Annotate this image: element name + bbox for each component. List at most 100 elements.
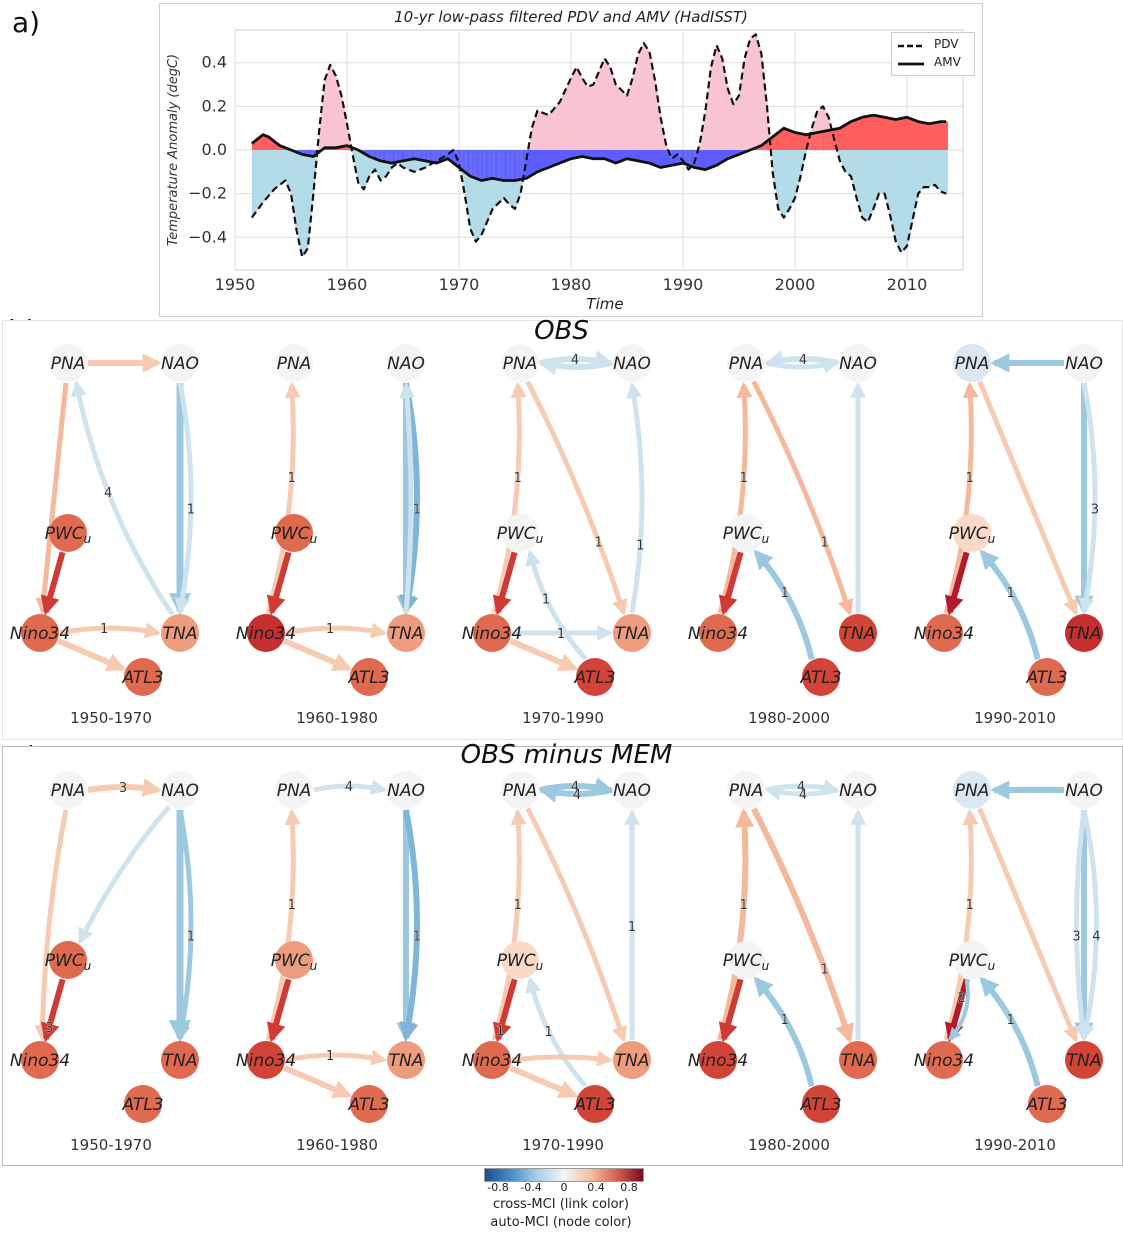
causal-link	[538, 357, 613, 376]
amv-fill-strip	[828, 130, 831, 150]
amv-fill-strip	[875, 115, 878, 150]
pdv-fill-strip	[856, 150, 859, 200]
amv-fill-strip	[756, 147, 759, 150]
pdv-fill-strip	[733, 103, 736, 150]
node-label-pna: PNA	[503, 781, 538, 801]
amv-fill-strip	[911, 119, 914, 150]
pdv-fill-strip	[465, 150, 468, 205]
pdv-fill-strip	[553, 109, 555, 150]
causal-link	[509, 638, 579, 672]
pdv-fill-strip	[373, 150, 376, 171]
pdv-fill-strip	[901, 150, 904, 252]
amv-fill-strip	[537, 150, 540, 172]
pdv-fill-strip	[653, 77, 656, 150]
amv-fill-strip	[771, 137, 774, 150]
node-atl	[1028, 1085, 1066, 1123]
pdv-fill-strip	[852, 150, 854, 183]
node-label-sub: u	[988, 959, 996, 973]
node-label-tna: TNA	[841, 1051, 876, 1071]
causal-link	[34, 809, 69, 1042]
pdv-fill-strip	[884, 150, 887, 196]
amv-fill-strip	[669, 150, 672, 166]
pdv-fill-strip	[711, 64, 713, 150]
amv-fill-strip	[382, 150, 385, 162]
pdv-fill-strip	[706, 97, 709, 150]
amv-fill-strip	[920, 122, 923, 150]
causal-link	[40, 978, 66, 1043]
amv-fill-strip	[464, 150, 467, 173]
link-lag-label: 4	[571, 780, 579, 795]
node-nino	[925, 1041, 963, 1079]
pdv-fill-strip	[730, 96, 732, 150]
pdv-fill-strip	[332, 70, 335, 150]
amv-fill-strip	[642, 150, 645, 162]
pdv-fill-strip	[647, 49, 649, 151]
pdv-fill-strip	[735, 99, 738, 150]
amv-fill-strip	[639, 150, 642, 162]
amv-fill-strip	[419, 150, 422, 160]
pdv-fill-strip	[335, 77, 338, 150]
amv-fill-strip	[303, 150, 306, 155]
amv-fill-strip	[276, 143, 279, 150]
pdv-fill-strip	[919, 150, 922, 192]
pdv-fill-strip	[890, 150, 892, 219]
pdv-fill-strip	[555, 106, 558, 150]
amv-fill-strip	[302, 150, 304, 155]
pdv-fill-strip	[576, 68, 579, 150]
pdv-fill-strip	[924, 150, 927, 188]
node-label-tna: TNA	[615, 1051, 650, 1071]
pdv-fill-strip	[846, 150, 849, 174]
node-label-atl: ATL3	[1025, 1095, 1067, 1115]
pdv-fill-strip	[702, 127, 704, 150]
pdv-fill-strip	[759, 48, 761, 150]
pdv-fill-strip	[308, 150, 311, 232]
pdv-fill-strip	[798, 150, 801, 183]
pdv-fill-strip	[537, 110, 540, 150]
pdv-fill-strip	[859, 150, 862, 212]
node-label-pna: PNA	[729, 781, 764, 801]
link-lag-label: 1	[288, 471, 296, 486]
amv-fill-strip	[345, 145, 348, 150]
node-nao	[387, 344, 425, 382]
amv-fill-strip	[761, 145, 764, 150]
amv-fill-strip	[255, 140, 257, 150]
amv-fill-strip	[259, 136, 262, 150]
amv-fill-strip	[469, 150, 471, 176]
causal-link	[71, 380, 175, 616]
pdv-fill-strip	[415, 150, 418, 172]
pdv-fill-strip	[851, 150, 853, 179]
amv-fill-strip	[490, 150, 493, 179]
amv-fill-strip	[763, 143, 766, 150]
pdv-fill-strip	[564, 91, 566, 150]
amv-fill-strip	[721, 150, 723, 163]
amv-fill-strip	[478, 150, 480, 180]
link-lag-label: 1	[740, 471, 748, 486]
node-label-nino: Nino34	[688, 624, 748, 644]
pdv-fill-strip	[774, 150, 777, 191]
node-label-sub: u	[536, 959, 544, 973]
amv-line	[250, 113, 947, 182]
pdv-fill-strip	[544, 113, 546, 150]
amv-fill-strip	[915, 120, 918, 150]
pdv-fill-strip	[767, 112, 769, 150]
pdv-fill-strip	[588, 86, 591, 150]
amv-fill-strip	[308, 150, 311, 156]
causal-link	[35, 382, 69, 615]
amv-fill-strip	[938, 121, 941, 150]
pdv-fill-strip	[704, 114, 706, 150]
amv-fill-strip	[892, 118, 895, 150]
pdv-fill-strip	[467, 150, 470, 219]
pdv-fill-strip	[532, 122, 535, 150]
pdv-fill-strip	[379, 150, 382, 180]
pdv-fill-strip	[900, 150, 902, 252]
pdv-fill-strip	[489, 150, 491, 216]
amv-fill-strip	[688, 150, 691, 166]
amv-fill-strip	[723, 150, 726, 162]
pdv-fill-strip	[930, 150, 933, 187]
pdv-fill-strip	[894, 150, 897, 240]
pdv-fill-strip	[928, 150, 930, 188]
pdv-fill-strip	[780, 150, 783, 214]
pdv-fill-strip	[926, 150, 928, 188]
amv-fill-strip	[945, 121, 947, 150]
pdv-fill-strip	[610, 68, 612, 150]
